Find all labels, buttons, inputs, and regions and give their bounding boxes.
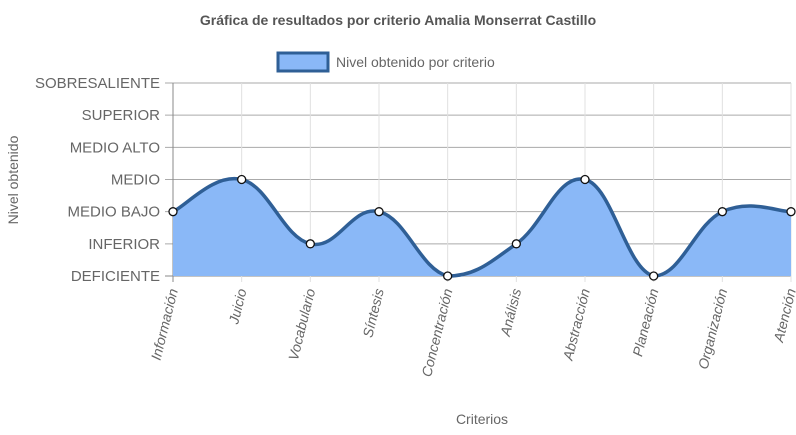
data-point[interactable] [374,207,384,217]
x-tick-label: Síntesis [359,287,387,339]
data-point[interactable] [717,207,727,217]
y-tick-label: SUPERIOR [82,107,161,124]
series-line [172,176,792,278]
x-tick-label: Organización [695,287,731,371]
x-tick-label: Vocabulario [285,287,318,362]
x-tick-label: Análisis [497,287,524,339]
x-axis-ticks: Información Juicio Vocabulario Síntesis Conc… [148,287,796,379]
x-tick-label: Planeación [629,287,661,358]
y-tick-label: MEDIO BAJO [67,204,160,221]
y-tick-label: DEFICIENTE [71,268,160,285]
series-area [173,178,791,276]
y-axis-label: Nivel obtenido [5,135,21,224]
legend-swatch [276,51,330,73]
y-tick-label: SOBRESALIENTE [35,75,160,92]
y-tick-label: INFERIOR [88,236,160,253]
chart-title: Gráfica de resultados por criterio Amali… [200,12,596,28]
x-tick-label: Información [148,287,181,362]
x-axis-label: Criterios [456,411,508,427]
legend-label: Nivel obtenido por criterio [336,54,495,70]
legend[interactable]: Nivel obtenido por criterio [276,51,495,73]
data-point[interactable] [305,239,315,249]
data-point[interactable] [168,207,178,217]
y-tick-label: MEDIO ALTO [70,139,160,156]
x-tick-label: Abstracción [559,287,593,363]
data-point[interactable] [237,174,247,185]
data-points [168,174,796,281]
data-point[interactable] [786,207,796,217]
data-point[interactable] [580,174,590,185]
x-tick-label: Atención [770,287,796,345]
area-layer [172,176,792,278]
data-point[interactable] [649,271,659,281]
data-point[interactable] [443,271,453,281]
x-tick-label: Concentración [418,287,455,379]
y-axis-ticks: DEFICIENTE INFERIOR MEDIO BAJO MEDIO MEDIO A… [35,75,160,285]
y-tick-label: MEDIO [111,172,160,189]
data-point[interactable] [511,239,521,249]
x-tick-label: Juicio [225,287,249,327]
